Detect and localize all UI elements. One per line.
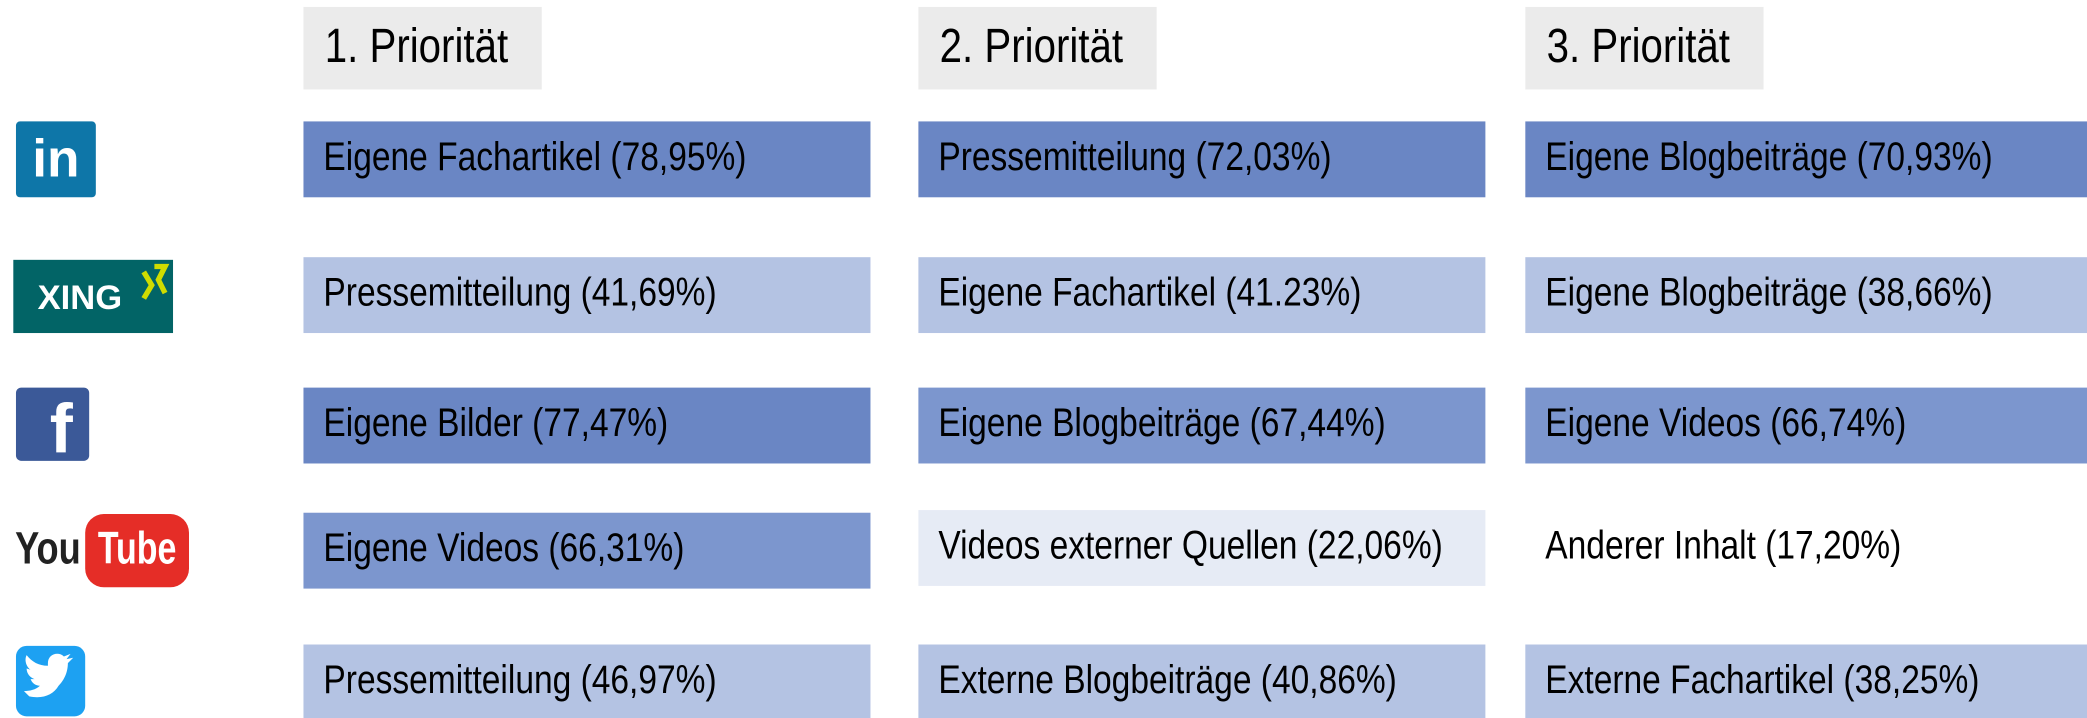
cell-bg [303,257,871,334]
cell-text: Externe Blogbeiträge (40,86%) [938,657,1396,701]
youtube-tube: Tube [98,524,177,574]
cell-bg [918,510,1486,586]
cell-bg [303,121,871,198]
cell-bg [918,644,1486,718]
linkedin-text: in [32,130,79,189]
cell-text: Pressemitteilung (46,97%) [323,657,716,701]
xing-text: XING [38,279,123,317]
cell-bg [303,387,871,464]
facebook-icon: f [15,387,90,467]
cell-bg [1525,387,2087,464]
header-bg [918,6,1157,90]
cell-bg [1525,121,2087,198]
facebook-text: f [50,389,74,467]
facebook-bg [15,387,90,461]
youtube-bg [85,514,190,588]
youtube-you: You [15,522,81,573]
cell-bg [1525,510,2087,586]
cell-text: Eigene Videos (66,74%) [1545,400,1906,444]
header-bg [1525,6,1764,90]
cell-text: Eigene Fachartikel (41.23%) [938,270,1361,314]
cell-text: Eigene Blogbeiträge (70,93%) [1545,134,1992,178]
cell-text: Eigene Blogbeiträge (38,66%) [1545,270,1992,314]
cell-text: Externe Fachartikel (38,25%) [1545,657,1979,701]
header-text: 1. Priorität [325,20,508,73]
cell-bg [303,512,871,589]
cell-text: Pressemitteilung (41,69%) [323,270,716,314]
xing-mark [141,263,170,300]
cell-bg [918,257,1486,334]
cell-bg [1525,257,2087,334]
cell-text: Pressemitteilung (72,03%) [938,134,1331,178]
twitter-bird [23,653,74,698]
cell-bg [303,644,871,718]
header-bg [303,6,542,90]
header-text: 3. Priorität [1547,20,1730,73]
linkedin-bg [15,121,96,198]
cell-text: Eigene Fachartikel (78,95%) [323,134,746,178]
linkedin-icon: in [15,121,96,198]
cell-bg [918,121,1486,198]
xing-icon: XING [13,259,174,334]
twitter-icon [15,645,86,717]
cell-text: Eigene Videos (66,31%) [323,525,684,569]
header-text: 2. Priorität [940,20,1123,73]
cell-text: Eigene Blogbeiträge (67,44%) [938,400,1385,444]
cell-text: Anderer Inhalt (17,20%) [1545,523,1901,567]
cell-bg [918,387,1486,464]
cell-text: Eigene Bilder (77,47%) [323,400,668,444]
cell-text: Videos externer Quellen (22,06%) [938,523,1442,567]
youtube-icon: You Tube [15,514,190,588]
cell-bg [1525,644,2087,718]
